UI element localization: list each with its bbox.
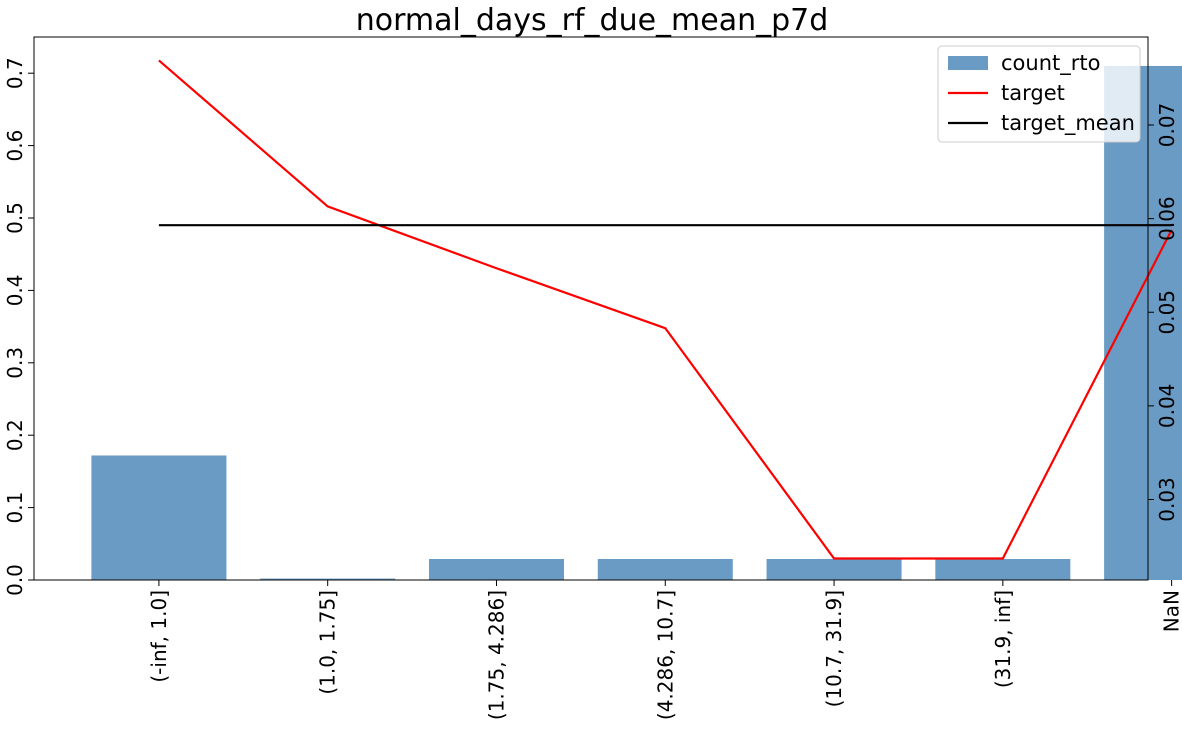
x-tick-label: (1.0, 1.75] [316,590,340,695]
bar [260,578,396,580]
y-right-tick-label: 0.07 [1155,103,1179,148]
legend-label: target [1001,81,1065,105]
y-right-tick-label: 0.04 [1155,384,1179,429]
series-line-target [158,59,1173,560]
y-left-tick-label: 0.4 [3,274,27,306]
y-left-tick-label: 0.5 [3,202,27,234]
legend-label: target_mean [1001,111,1135,136]
y-right-tick-label: 0.03 [1155,477,1179,522]
x-tick-label: (1.75, 4.286] [484,590,508,720]
y-left-tick-label: 0.2 [3,419,27,451]
plot-frame [33,36,1149,581]
y-right-tick-label: 0.06 [1155,196,1179,241]
y-left-tick-label: 0.1 [3,492,27,524]
bar [766,559,902,580]
bar [597,559,733,580]
legend-box [937,45,1141,143]
legend-label: count_rto [1001,51,1100,76]
x-tick-label: NaN [1160,590,1182,632]
chart-title: normal_days_rf_due_mean_p7d [356,3,829,38]
y-right-tick-label: 0.05 [1155,290,1179,335]
y-left-tick-label: 0.6 [3,130,27,162]
bars-layer [91,65,1182,580]
y-left-tick-label: 0.3 [3,347,27,379]
axes-layer: 0.0 0.1 0.2 0.3 0.4 0.5 0.6 0.7 0.03 0.04 0.05 0.06… [3,36,1182,720]
bar [935,559,1071,580]
y-left-tick-label: 0.0 [3,564,27,596]
x-tick-label: (4.286, 10.7] [653,590,677,720]
lines-layer [158,59,1173,560]
legend-swatch [948,56,988,70]
x-tick-label: (10.7, 31.9] [822,590,846,707]
bar [1104,65,1182,580]
bar [428,559,564,580]
x-tick-label: (-inf, 1.0] [147,590,171,683]
x-tick-label: (31.9, inf] [991,590,1015,688]
y-left-tick-label: 0.7 [3,57,27,89]
bar [91,455,227,580]
